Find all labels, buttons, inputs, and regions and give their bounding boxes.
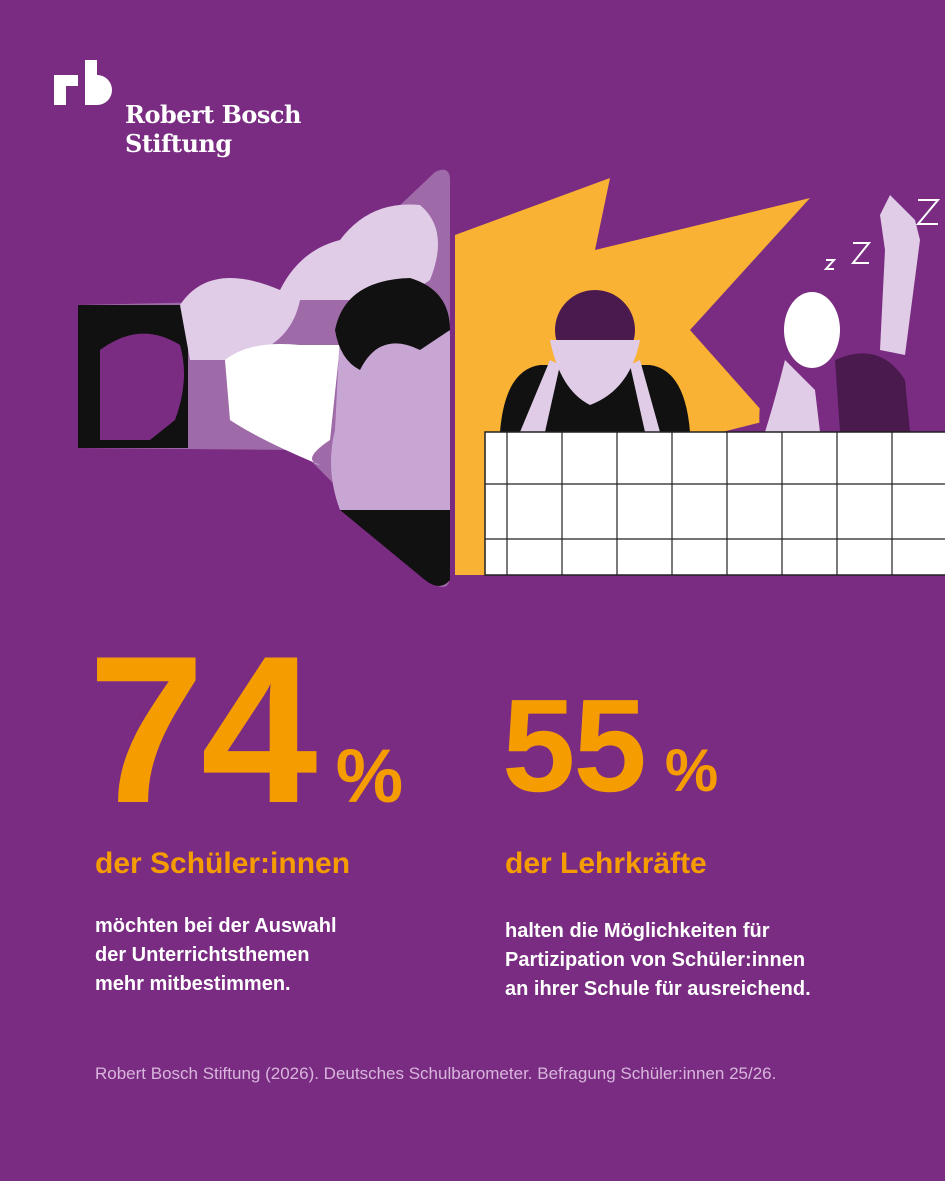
stat-teachers-unit: % (664, 737, 719, 804)
brand-name-line1: Robert Bosch (125, 100, 301, 129)
stat-teachers-group: der Lehrkräfte (505, 847, 707, 880)
source-citation: Robert Bosch Stiftung (2026). Deutsches … (95, 1064, 777, 1083)
text-line: an ihrer Schule für ausreichend. (505, 978, 811, 1000)
sleep-z-icon (823, 199, 941, 270)
brand-name: Robert Bosch Stiftung (125, 100, 301, 158)
stat-teachers-figure: 55 % (502, 680, 718, 812)
text-line: mehr mitbestimmen. (95, 973, 291, 995)
logo-mark-icon (54, 60, 112, 105)
stat-students-value: 74 (88, 612, 318, 847)
stat-students-figure: 74 % (88, 625, 403, 835)
stat-students-group: der Schüler:innen (95, 847, 351, 880)
desk-grid (484, 431, 945, 576)
text-line: der Unterrichtsthemen (95, 944, 310, 966)
stat-students-description: möchten bei der Auswahl der Unterrichtst… (95, 912, 337, 999)
stat-teachers-value: 55 (502, 672, 647, 819)
stat-teachers-description: halten die Möglichkeiten für Partizipati… (505, 917, 811, 1004)
text-line: halten die Möglichkeiten für (505, 920, 770, 942)
sleeping-person (759, 195, 941, 432)
person-covering-ears (500, 290, 690, 432)
stat-students-unit: % (335, 734, 404, 819)
text-line: möchten bei der Auswahl (95, 915, 337, 937)
megaphone-icon (78, 169, 450, 588)
brand-name-line2: Stiftung (125, 129, 232, 158)
text-line: Partizipation von Schüler:innen (505, 949, 806, 971)
illustration (54, 60, 945, 588)
